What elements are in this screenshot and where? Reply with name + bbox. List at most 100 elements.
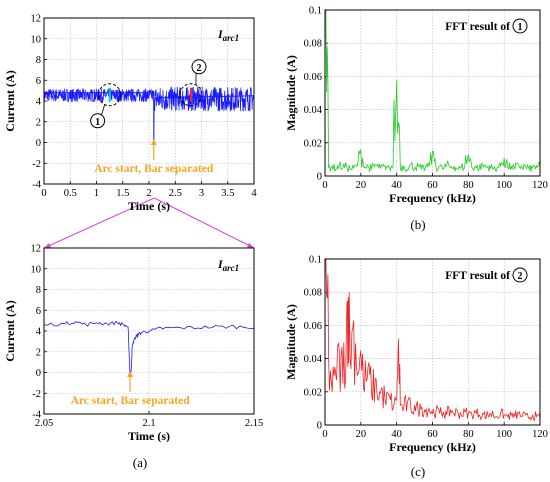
series-group — [325, 10, 540, 173]
y-tick-label: -2 — [32, 159, 41, 170]
y-tick-label: 12 — [31, 14, 42, 25]
series-label-sub: arc1 — [223, 263, 240, 273]
zoom-connector-arrowhead — [44, 243, 51, 248]
x-tick-label: 0 — [41, 188, 46, 199]
y-tick-label: 0 — [317, 172, 322, 183]
x-tick-label: 0 — [322, 180, 327, 191]
y-tick-label: 10 — [31, 264, 42, 275]
y-tick-label: 0.08 — [304, 39, 322, 50]
panel-a-bottom-zoomed-current: 2.05 2.1 2.15 -4 -2 0 2 4 6 8 10 12 Time (s) Current … — [3, 244, 263, 444]
plot-frame — [43, 247, 255, 415]
zoom-connector-line — [154, 197, 255, 249]
caption-b: (b) — [410, 217, 425, 232]
y-tick-label: 4 — [36, 327, 42, 338]
marker-label-circle — [90, 113, 106, 129]
annotation-label: Arc start, Bar separated — [71, 395, 191, 407]
x-tick-label: 60 — [427, 429, 438, 440]
y-tick-label: 0.1 — [309, 6, 322, 17]
marker-label: 1 — [95, 117, 100, 128]
y-tick-label: 0.02 — [304, 138, 322, 149]
x-tick-label: 1 — [94, 188, 99, 199]
x-tick-label: 100 — [496, 429, 512, 440]
y-tick-label: 0 — [317, 421, 322, 432]
x-axis-label: Frequency (kHz) — [389, 440, 476, 454]
y-tick-label: 2 — [36, 347, 41, 358]
chart-title: FFT result of — [445, 270, 510, 282]
x-tick-label: 2.05 — [35, 418, 53, 429]
caption-c: (c) — [411, 464, 425, 479]
x-tick-label: 40 — [391, 429, 402, 440]
series-trace — [44, 86, 254, 112]
y-tick-label: 6 — [36, 76, 41, 87]
y-tick-label: 0 — [36, 138, 41, 149]
x-tick-label: 20 — [356, 429, 367, 440]
series-group — [44, 86, 254, 146]
x-tick-label: 120 — [532, 429, 548, 440]
y-tick-label: 0.02 — [304, 387, 322, 398]
y-tick-label: 8 — [36, 285, 41, 296]
zoom-connector-arrowhead — [247, 242, 254, 248]
marker-label-circle — [191, 59, 207, 75]
plot-frame — [324, 9, 541, 177]
x-tick-label: 80 — [463, 429, 474, 440]
x-tick-label: 4 — [251, 188, 257, 199]
panel-b-fft-1: 0 20 40 60 80 100 120 0 0.02 0.04 0.06 0.08 0.1 Frequ… — [284, 6, 548, 206]
series-label-main: I — [217, 27, 224, 41]
y-axis-label: Magnitude (A) — [284, 304, 298, 380]
x-tick-label: 60 — [427, 180, 438, 191]
chart-title: FFT result of — [445, 21, 510, 33]
x-tick-label: 0.5 — [64, 188, 77, 199]
x-tick-label: 0 — [322, 429, 327, 440]
y-tick-label: 0.06 — [304, 72, 322, 83]
y-tick-label: 6 — [36, 306, 41, 317]
x-tick-label: 2 — [146, 188, 151, 199]
y-tick-label: 0.06 — [304, 321, 322, 332]
x-tick-label: 2.15 — [245, 418, 263, 429]
y-tick-label: 8 — [36, 55, 41, 66]
plot-frame — [324, 258, 541, 426]
series-line — [325, 10, 540, 173]
y-tick-label: 10 — [31, 34, 42, 45]
annotation-arrowhead — [127, 371, 134, 377]
series-line — [44, 320, 254, 377]
x-tick-label: 2.1 — [142, 418, 155, 429]
x-tick-label: 80 — [463, 180, 474, 191]
x-tick-label: 100 — [496, 180, 512, 191]
title-marker: 1 — [518, 22, 523, 33]
marker-leader — [101, 104, 106, 115]
y-tick-label: -2 — [32, 389, 41, 400]
annotation-label: Arc start, Bar separated — [94, 163, 214, 175]
y-tick-label: 2 — [36, 117, 41, 128]
y-tick-label: 0.08 — [304, 288, 322, 299]
zoom-connectors — [43, 197, 255, 249]
x-tick-label: 1.5 — [116, 188, 129, 199]
series-group — [44, 320, 254, 377]
title-marker-circle — [512, 18, 528, 34]
x-tick-label: 2.5 — [169, 188, 182, 199]
series-line — [325, 259, 540, 422]
x-tick-label: 3.5 — [221, 188, 234, 199]
marker-region — [179, 83, 203, 107]
series-label-sub: arc1 — [223, 33, 240, 43]
series-line — [44, 92, 254, 146]
x-tick-label: 20 — [356, 180, 367, 191]
y-tick-label: -4 — [32, 180, 41, 191]
y-axis-label: Current (A) — [3, 300, 17, 361]
series-group — [325, 259, 540, 422]
y-tick-label: 4 — [36, 97, 42, 108]
x-tick-label: 40 — [391, 180, 402, 191]
x-axis-label: Time (s) — [128, 429, 170, 443]
zoom-connector-line — [43, 197, 155, 249]
x-axis-label: Time (s) — [128, 199, 170, 213]
caption-a: (a) — [133, 455, 147, 470]
y-tick-label: 0.04 — [304, 105, 323, 116]
marker-label: 2 — [197, 63, 202, 74]
x-axis-label: Frequency (kHz) — [389, 191, 476, 205]
y-tick-label: 12 — [31, 244, 42, 255]
title-marker-circle — [512, 267, 528, 283]
y-tick-label: 0.04 — [304, 354, 323, 365]
y-tick-label: -4 — [32, 410, 41, 421]
series-label: Iarc1 — [217, 27, 239, 43]
